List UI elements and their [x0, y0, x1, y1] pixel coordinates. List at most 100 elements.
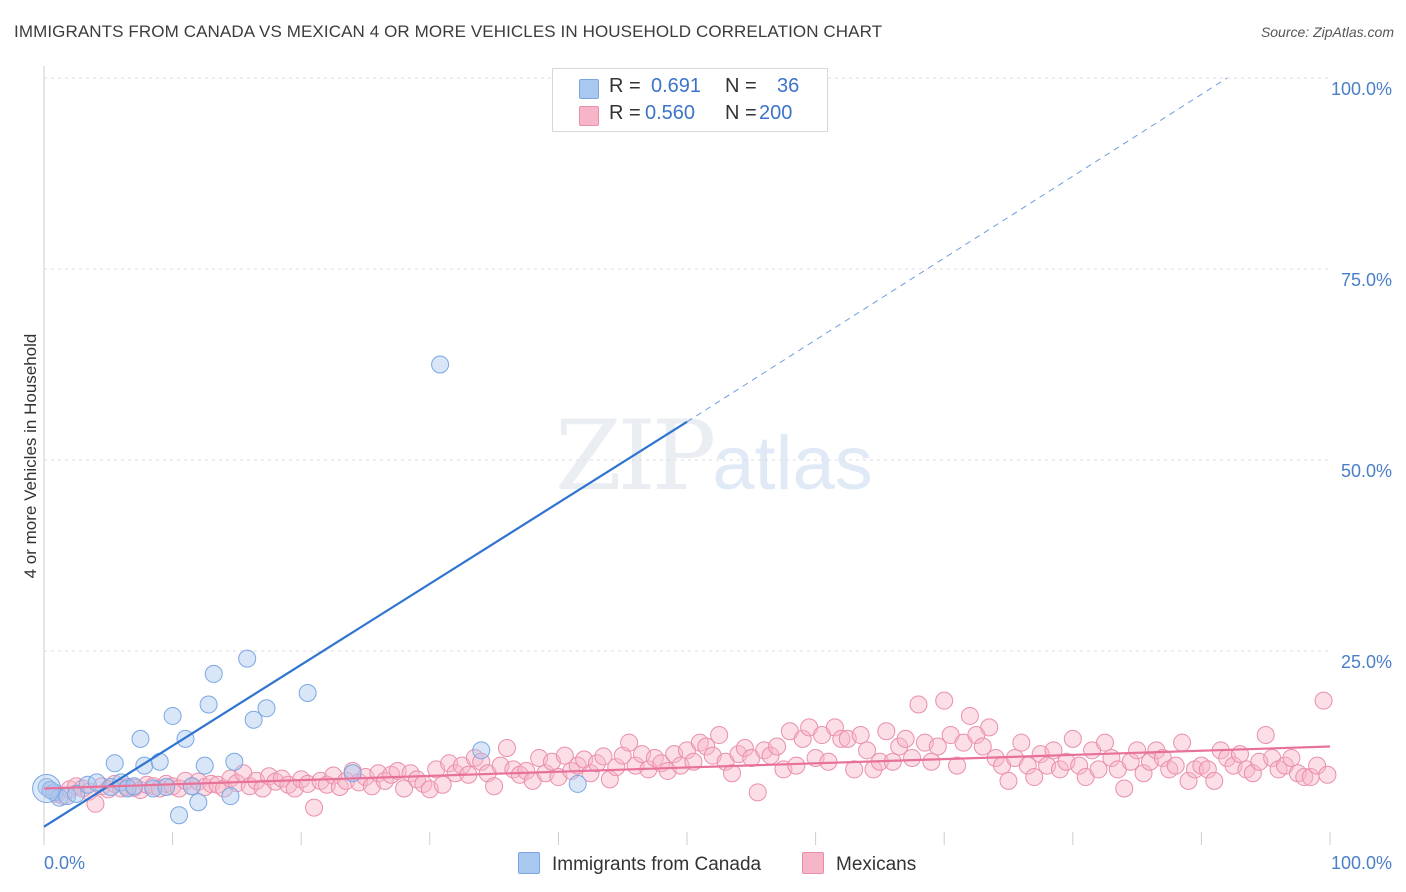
mexican-point [1050, 760, 1069, 779]
mexican-point [555, 746, 574, 765]
mexican-point [877, 722, 896, 741]
mexican-point [1198, 760, 1217, 779]
canada-point [431, 355, 450, 374]
mexican-point [928, 737, 947, 756]
canada-point [568, 774, 587, 793]
mexican-point [825, 718, 844, 737]
mexican-point [1173, 733, 1192, 752]
mexican-point [1095, 733, 1114, 752]
y-axis-label: 4 or more Vehicles in Household [21, 334, 40, 579]
canada-point [472, 741, 491, 760]
mexican-point [1025, 768, 1044, 787]
mexican-point [1295, 768, 1314, 787]
mexican-point [1243, 764, 1262, 783]
canada-point [170, 806, 189, 825]
bottom-legend-mexicans: Mexicans [802, 852, 916, 876]
mexican-point [1012, 733, 1031, 752]
mexican-point [446, 764, 465, 783]
canada-point [238, 649, 257, 668]
y-tick-label: 100.0% [1331, 79, 1392, 99]
mexican-point [1070, 756, 1089, 775]
legend-r-label: R = [609, 75, 641, 97]
watermark: ZIPatlas [555, 400, 873, 512]
canada-point [105, 754, 124, 773]
mexican-point [935, 691, 954, 710]
mexican-point [1205, 771, 1224, 790]
mexican-point [960, 706, 979, 725]
canada-point [204, 664, 223, 683]
mexican-point [858, 741, 877, 760]
x-tick-label: 100.0% [1331, 853, 1392, 873]
mexican-point [1147, 741, 1166, 760]
mexican-point [948, 756, 967, 775]
bottom-legend-label-canada: Immigrants from Canada [552, 854, 762, 875]
mexican-point [1256, 726, 1275, 745]
mexican-point [684, 752, 703, 771]
canada-point [189, 793, 208, 812]
canada-point [195, 756, 214, 775]
mexican-point [980, 718, 999, 737]
mexican-point [395, 779, 414, 798]
mexican-point [903, 748, 922, 767]
canada-point [199, 695, 218, 714]
x-tick-label: 0.0% [44, 853, 85, 873]
watermark-zip: ZIP [555, 400, 716, 512]
mexican-point [890, 737, 909, 756]
canada-point [257, 699, 276, 718]
watermark-atlas: atlas [712, 421, 873, 506]
y-tick-label: 50.0% [1341, 461, 1392, 481]
legend-n-value: 200 [759, 102, 793, 124]
mexican-point [896, 729, 915, 748]
canada-point [225, 752, 244, 771]
y-tick-label: 75.0% [1341, 270, 1392, 290]
mexican-trend-line [43, 745, 1331, 790]
legend-r-value: 0.691 [651, 75, 702, 97]
mexican-point [1179, 771, 1198, 790]
canada-point [221, 787, 240, 806]
mexican-point [1314, 691, 1333, 710]
mexican-point [768, 737, 787, 756]
legend-n-value: 36 [777, 75, 800, 97]
canada-point [157, 777, 176, 796]
mexican-point [999, 771, 1018, 790]
y-tick-label: 25.0% [1341, 652, 1392, 672]
mexican-point [787, 756, 806, 775]
mexican-point [594, 747, 613, 766]
mexican-point [922, 752, 941, 771]
mexican-point [613, 746, 632, 765]
mexican-point [1128, 741, 1147, 760]
bottom-legend-label-mexicans: Mexicans [836, 854, 917, 875]
mexican-point [305, 798, 324, 817]
mexican-point [587, 754, 606, 773]
mexican-point [973, 737, 992, 756]
mexican-point [723, 764, 742, 783]
mexican-point [1089, 760, 1108, 779]
canada-point [41, 781, 60, 800]
legend-n-label: N = [725, 75, 757, 97]
canada-trend-extension [686, 77, 1228, 423]
mexican-point [845, 760, 864, 779]
canada-point [50, 788, 69, 807]
mexican-point [909, 695, 928, 714]
mexican-point [581, 764, 600, 783]
bottom-legend-swatch-canada [518, 852, 540, 874]
correlation-legend: R = 0.691 N = 36 R = 0.560 N = 200 [552, 68, 828, 132]
mexican-point [832, 729, 851, 748]
legend-r-value: 0.560 [645, 102, 696, 124]
legend-swatch-canada [579, 79, 599, 99]
canada-trend-line [43, 420, 688, 828]
canada-point [182, 777, 201, 796]
canada-point [298, 684, 317, 703]
mexican-point [1166, 756, 1185, 775]
mexican-point [517, 761, 536, 780]
mexican-point [1115, 779, 1134, 798]
mexican-point [497, 739, 516, 758]
mexican-point [735, 739, 754, 758]
canada-point [244, 710, 263, 729]
bottom-legend-canada: Immigrants from Canada [518, 852, 761, 876]
mexican-point [697, 737, 716, 756]
mexican-point [1134, 764, 1153, 783]
legend-swatch-mexicans [579, 106, 599, 126]
mexican-point [748, 783, 767, 802]
